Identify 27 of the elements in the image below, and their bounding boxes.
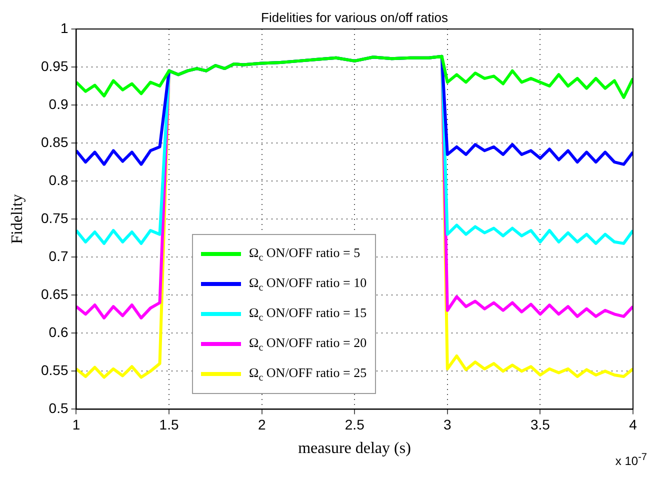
x-axis-title: measure delay (s) [298,440,411,457]
y-tick-label: 0.55 [41,362,68,378]
y-tick-label: 1 [60,20,68,36]
y-tick-label: 0.8 [48,172,68,188]
y-tick-label: 0.9 [48,96,68,112]
y-tick-label: 0.7 [48,248,68,264]
x-tick-label: 1.5 [159,416,179,432]
x-tick-label: 1 [72,416,80,432]
x-tick-label: 4 [629,416,638,432]
legend-label: Ω$_{c}$ ON/OFF ratio = 10 [249,274,367,294]
y-axis-title: Fidelity [9,193,27,246]
x-tick-label: 2 [258,416,266,432]
legend-label: Ω$_{c}$ ON/OFF ratio = 20 [249,334,367,354]
x-tick-label: 2.5 [344,416,365,432]
x-tick-label: 3.5 [530,416,550,432]
y-tick-label: 0.6 [48,324,68,340]
legend-label: Ω$_{c}$ ON/OFF ratio = 25 [249,364,367,384]
chart-title: Fidelities for various on/off ratios [260,10,449,25]
legend-label: Ω$_{c}$ ON/OFF ratio = 15 [249,304,367,324]
y-tick-label: 0.5 [48,400,68,416]
y-tick-label: 0.85 [41,134,68,150]
legend-label: Ω$_{c}$ ON/OFF ratio = 5 [249,244,360,264]
x-tick-label: 3 [444,416,452,432]
y-tick-label: 0.65 [41,286,68,302]
y-tick-label: 0.95 [41,58,68,74]
text: x 10$^{-7}$ [615,452,647,468]
y-tick-label: 0.75 [41,210,68,226]
